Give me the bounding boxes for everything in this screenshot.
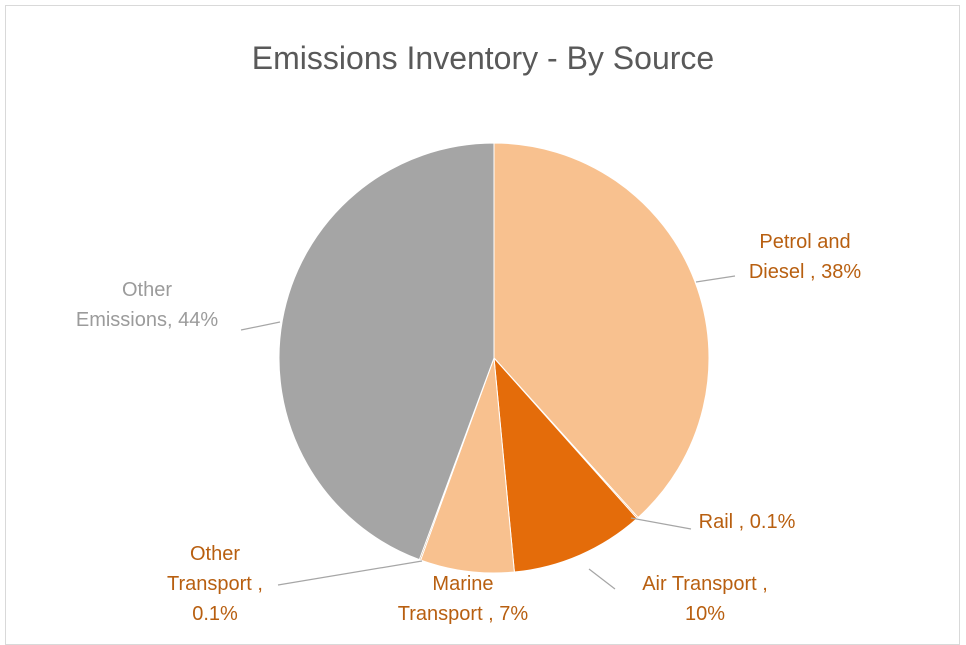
data-label: Petrol and Diesel , 38% [749, 231, 861, 283]
leader-line [240, 321, 281, 331]
chart-title: Emissions Inventory - By Source [251, 40, 715, 76]
data-label: Other Emissions, 44% [76, 279, 218, 331]
leader-line [695, 275, 736, 283]
data-label: Other Transport , 0.1% [167, 543, 263, 625]
pie-slice [493, 142, 710, 519]
leader-line [588, 568, 616, 590]
leader-line [277, 560, 423, 586]
leader-line [630, 517, 692, 530]
pie-slice [278, 142, 495, 561]
data-label: Marine Transport , 7% [398, 573, 529, 625]
data-label: Rail , 0.1% [699, 511, 796, 533]
pie-slice [493, 356, 638, 573]
data-label: Air Transport , 10% [642, 573, 768, 625]
